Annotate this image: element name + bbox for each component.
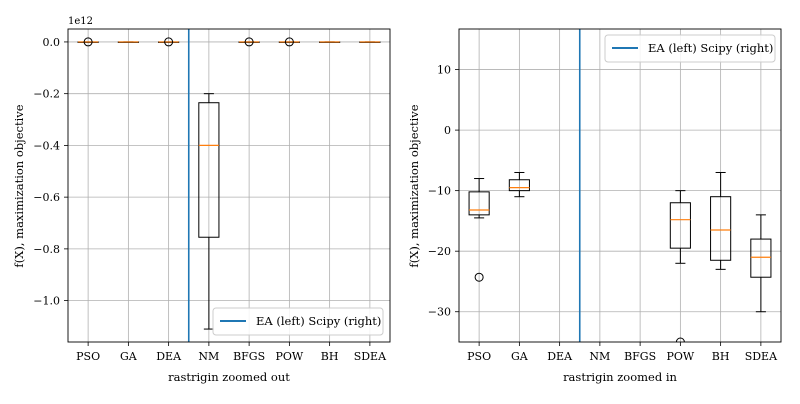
- grid-lines: [459, 29, 781, 342]
- y-tick-label: 0: [444, 124, 451, 137]
- box-sdea: [359, 41, 381, 43]
- y-axis-label: f(X), maximization objective: [12, 104, 26, 267]
- box-iqr: [669, 202, 691, 249]
- box-iqr: [198, 102, 220, 238]
- y-tick-label: 10: [437, 64, 451, 77]
- box-pso: [77, 37, 99, 47]
- x-tick-label: SDEA: [354, 350, 387, 363]
- box-sdea: [750, 214, 772, 313]
- x-tick-label: BFGS: [624, 350, 656, 363]
- x-tick-label: PSO: [467, 350, 491, 363]
- x-tick-label: NM: [589, 350, 610, 363]
- x-tick-label: SDEA: [745, 350, 778, 363]
- outlier-point: [284, 37, 294, 47]
- x-tick-label: POW: [276, 350, 304, 363]
- outlier-point: [244, 37, 254, 47]
- box-iqr: [508, 179, 530, 192]
- legend-label: EA (left) Scipy (right): [648, 41, 773, 55]
- x-tick-label: BFGS: [233, 350, 265, 363]
- y-tick-label: 0.0: [43, 36, 61, 49]
- y-tick-label: −20: [428, 245, 451, 258]
- box-bh: [319, 41, 341, 43]
- box-pow: [669, 190, 691, 342]
- x-tick-label: GA: [511, 350, 529, 363]
- legend-frame: [212, 307, 384, 336]
- y-tick-label: −0.6: [33, 191, 60, 204]
- x-axis-label: rastrigin zoomed in: [563, 370, 677, 384]
- panel-zoomed-in: rastrigin zoomed in f(X), maximization o…: [407, 28, 782, 384]
- grid-lines: [68, 29, 390, 342]
- y-offset-label: 1e12: [68, 16, 93, 27]
- y-tick-label: −0.8: [33, 243, 60, 256]
- axes-frame: [458, 28, 782, 343]
- y-axis-label: f(X), maximization objective: [407, 104, 421, 267]
- box-bfgs: [238, 37, 260, 47]
- x-tick-label: DEA: [156, 350, 182, 363]
- box-iqr: [468, 191, 490, 216]
- box-pow: [278, 37, 300, 47]
- legend-frame: [604, 34, 776, 63]
- x-tick-label: BH: [712, 350, 730, 363]
- x-tick-label: BH: [321, 350, 339, 363]
- outlier-point: [675, 337, 685, 342]
- box-ga: [508, 171, 530, 198]
- x-tick-label: NM: [198, 350, 219, 363]
- box-iqr: [710, 196, 732, 261]
- axes-frame: [67, 28, 391, 343]
- box-bh: [710, 171, 732, 270]
- x-tick-label: GA: [120, 350, 138, 363]
- plot-area: [468, 171, 772, 342]
- y-tick-label: −10: [428, 185, 451, 198]
- x-axis-label: rastrigin zoomed out: [168, 370, 290, 384]
- y-tick-label: −1.0: [33, 295, 60, 308]
- x-tick-label: DEA: [547, 350, 573, 363]
- outlier-point: [83, 37, 93, 47]
- outlier-point: [164, 37, 174, 47]
- box-nm: [198, 93, 220, 330]
- box-iqr: [750, 238, 772, 278]
- legend: EA (left) Scipy (right): [604, 34, 776, 63]
- y-tick-label: −0.4: [33, 139, 60, 152]
- y-tick-label: −0.2: [33, 88, 60, 101]
- legend-label: EA (left) Scipy (right): [256, 314, 381, 328]
- panel-zoomed-out: rastrigin zoomed out f(X), maximization …: [12, 16, 391, 384]
- outlier-point: [474, 272, 484, 282]
- x-tick-label: POW: [667, 350, 695, 363]
- legend: EA (left) Scipy (right): [212, 307, 384, 336]
- x-tick-label: PSO: [76, 350, 100, 363]
- box-dea: [158, 37, 180, 47]
- plot-area: [77, 37, 381, 330]
- y-tick-label: −30: [428, 306, 451, 319]
- box-ga: [117, 41, 139, 43]
- box-pso: [468, 178, 490, 282]
